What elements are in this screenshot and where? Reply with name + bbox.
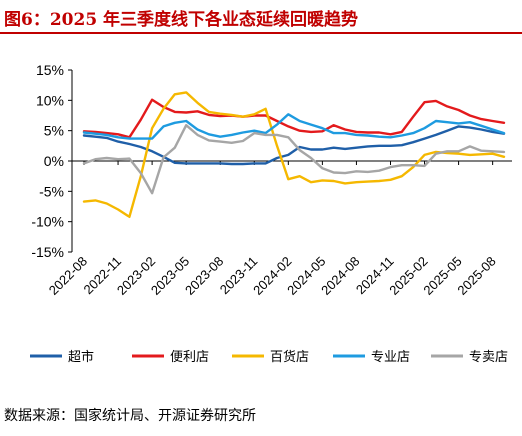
y-tick-label: 5% bbox=[44, 123, 64, 139]
legend-label: 专业店 bbox=[371, 350, 410, 365]
figure-title: 图6：2025 年三季度线下各业态延续回暖趋势 bbox=[4, 10, 359, 30]
x-axis: 2022-082022-112023-022023-052023-082023-… bbox=[46, 160, 512, 298]
series-lines bbox=[82, 91, 506, 219]
figure-header: 图6：2025 年三季度线下各业态延续回暖趋势 bbox=[0, 0, 522, 34]
x-tick-label: 2025-08 bbox=[454, 254, 498, 298]
y-tick-label: 0% bbox=[44, 153, 64, 169]
y-tick-label: -5% bbox=[39, 183, 64, 199]
source-note: 数据来源：国家统计局、开源证券研究所 bbox=[4, 408, 256, 424]
x-tick-label: 2022-08 bbox=[46, 254, 90, 298]
series-line-1 bbox=[82, 98, 506, 139]
legend-label: 百货店 bbox=[270, 349, 309, 365]
y-tick-label: 15% bbox=[36, 62, 64, 78]
y-tick-label: 10% bbox=[36, 92, 64, 108]
series-line-2 bbox=[82, 91, 506, 219]
y-axis: 15% 10% 5% 0% -5% -10% -15% bbox=[31, 62, 73, 260]
x-tick-label: 2024-08 bbox=[318, 254, 362, 298]
title-underline bbox=[0, 32, 522, 34]
legend-label: 便利店 bbox=[170, 350, 209, 365]
x-tick-label: 2023-08 bbox=[182, 254, 226, 298]
series-line-3 bbox=[82, 113, 506, 140]
y-tick-label: -10% bbox=[31, 214, 64, 230]
chart-legend: 超市 便利店 百货店 专业店 专卖店 bbox=[30, 349, 508, 365]
series-line-4 bbox=[82, 123, 506, 195]
y-tick-label: -15% bbox=[31, 244, 64, 260]
series-line-0 bbox=[82, 125, 506, 166]
legend-label: 专卖店 bbox=[469, 350, 508, 365]
line-chart: 15% 10% 5% 0% -5% -10% -15% 2022-082022-112023… bbox=[30, 62, 512, 365]
legend-label: 超市 bbox=[68, 349, 94, 365]
